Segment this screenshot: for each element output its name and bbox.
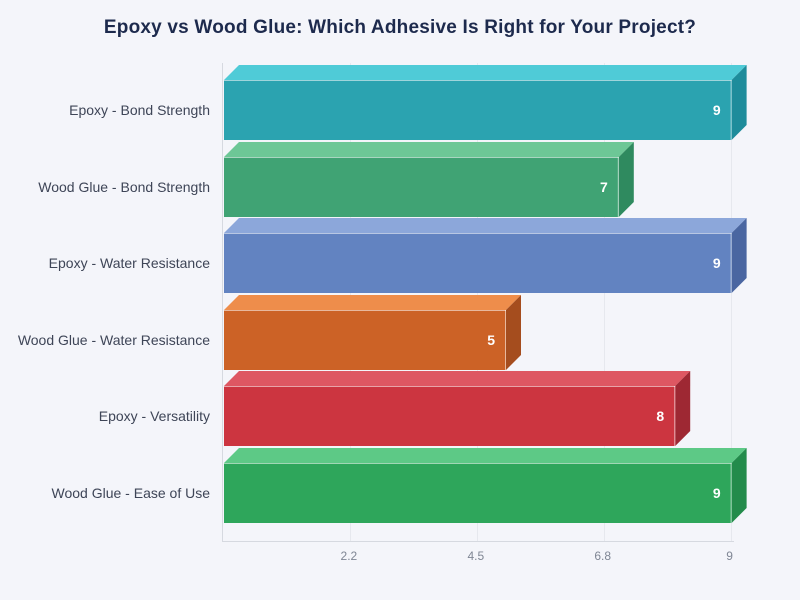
bar-side-face [731,448,747,523]
bar-side-face [506,294,521,370]
bar-front-face [224,309,507,370]
bar-epoxy-versatility [224,371,691,447]
gridline-6.8 [603,63,605,541]
x-tick-label-2.2: 2.2 [340,549,358,563]
bar-value-label-wood-glue-water-resistance: 5 [487,331,495,348]
bar-side-face [618,141,634,217]
bar-value-label-epoxy-bond-strength: 9 [712,102,721,118]
bar-value-label-wood-glue-bond-strength: 7 [600,178,608,195]
bar-wood-glue-bond-strength [224,141,634,217]
bar-front-face [224,156,619,217]
bar-wood-glue-ease-of-use [224,448,747,523]
bar-value-label-wood-glue-ease-of-use: 9 [712,485,721,501]
x-tick-label-6.8: 6.8 [594,549,612,563]
bar-top-face [224,294,521,310]
category-label-epoxy-versatility: Epoxy - Versatility [98,408,210,425]
bar-top-face [224,141,634,157]
x-tick-label-9: 9 [726,549,733,563]
category-label-wood-glue-bond-strength: Wood Glue - Bond Strength [38,178,210,195]
bar-value-label-epoxy-versatility: 8 [656,408,665,425]
bar-top-face [224,371,691,387]
x-tick-label-4.5: 4.5 [467,549,485,563]
bar-top-face [224,448,747,464]
gridline-9 [730,63,732,541]
bar-side-face [731,218,747,294]
category-label-wood-glue-water-resistance: Wood Glue - Water Resistance [17,331,210,348]
bar-top-face [224,218,747,234]
category-label-epoxy-water-resistance: Epoxy - Water Resistance [48,255,210,272]
bar-epoxy-water-resistance [224,218,747,294]
chart-title: Epoxy vs Wood Glue: Which Adhesive Is Ri… [103,17,697,38]
category-label-epoxy-bond-strength: Epoxy - Bond Strength [69,102,210,118]
bar-epoxy-bond-strength [224,65,747,140]
bar-front-face [224,80,732,140]
bar-front-face [224,463,732,523]
bar-value-label-epoxy-water-resistance: 9 [712,255,721,272]
bar-front-face [224,386,676,447]
bar-front-face [224,233,732,294]
plot-area: 9 7 9 5 8 9 [222,63,747,542]
bar-side-face [675,371,691,447]
category-label-wood-glue-ease-of-use: Wood Glue - Ease of Use [51,485,210,501]
bar-side-face [731,65,747,140]
bar-top-face [224,65,747,81]
bar-wood-glue-water-resistance [224,294,521,370]
